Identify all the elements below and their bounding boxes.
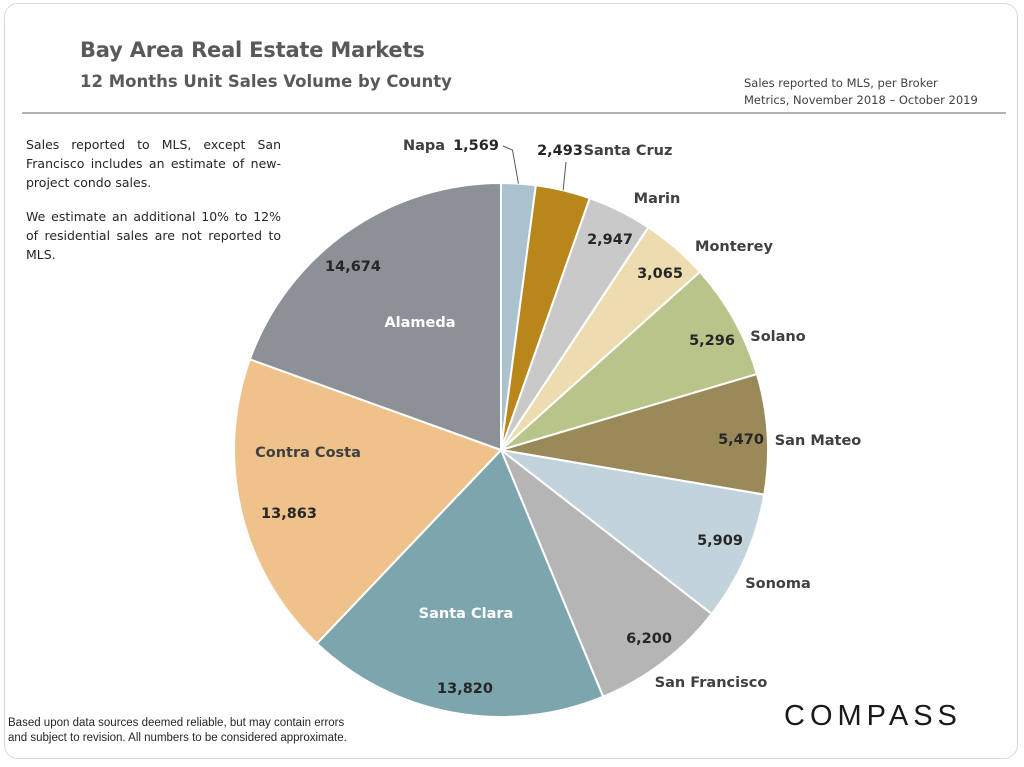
pie-slice-san-francisco <box>498 446 714 699</box>
value-label-marin: 2,947 <box>587 232 633 248</box>
value-label-napa: 1,569 <box>453 138 499 154</box>
pie-slice-solano <box>500 270 759 451</box>
source-note-line2: Metrics, November 2018 – October 2019 <box>744 93 978 107</box>
slice-label-solano: Solano <box>750 329 805 345</box>
value-label-monterey: 3,065 <box>637 266 683 282</box>
slice-label-sonoma: Sonoma <box>745 576 811 592</box>
leader-line-santa-cruz <box>562 161 567 191</box>
leader-line-napa <box>502 145 519 184</box>
slice-label-san-mateo: San Mateo <box>775 433 862 449</box>
unreported-note: We estimate an additional 10% to 12% of … <box>26 209 281 262</box>
pie-slice-contra-costa <box>233 358 503 645</box>
chart-title: Bay Area Real Estate Markets <box>80 38 425 62</box>
slice-label-santa-cruz: Santa Cruz <box>584 143 673 159</box>
slice-label-napa: Napa <box>403 138 445 154</box>
source-note: Sales reported to MLS, per Broker Metric… <box>744 75 1004 109</box>
value-label-alameda: 14,674 <box>325 259 381 275</box>
value-label-sonoma: 5,909 <box>697 533 743 549</box>
pie-slice-sonoma <box>500 449 766 616</box>
slice-label-marin: Marin <box>634 191 681 207</box>
disclaimer-line1: Based upon data sources deemed reliable,… <box>8 717 345 729</box>
value-label-contra-costa: 13,863 <box>261 506 317 522</box>
pie-slice-san-mateo <box>500 372 769 496</box>
disclaimer-line2: and subject to revision. All numbers to … <box>8 732 347 744</box>
slice-label-san-francisco: San Francisco <box>655 675 768 691</box>
chart-subtitle: 12 Months Unit Sales Volume by County <box>80 72 452 91</box>
mls-note: Sales reported to MLS, except San Franci… <box>26 137 281 190</box>
value-label-san-francisco: 6,200 <box>626 631 672 647</box>
header-divider <box>22 112 1006 114</box>
pie-slice-santa-clara <box>315 448 605 718</box>
disclaimer: Based upon data sources deemed reliable,… <box>8 716 468 746</box>
slice-label-alameda: Alameda <box>384 315 455 331</box>
pie-slice-alameda <box>248 181 502 452</box>
slice-label-contra-costa: Contra Costa <box>255 445 361 461</box>
value-label-san-mateo: 5,470 <box>718 432 764 448</box>
value-label-santa-clara: 13,820 <box>437 681 493 697</box>
compass-logo: COMPASS <box>784 700 962 732</box>
value-label-santa-cruz: 2,493 <box>537 143 583 159</box>
slice-label-monterey: Monterey <box>695 239 773 255</box>
slice-label-santa-clara: Santa Clara <box>419 606 514 622</box>
value-label-solano: 5,296 <box>689 333 735 349</box>
source-note-line1: Sales reported to MLS, per Broker <box>744 76 938 90</box>
